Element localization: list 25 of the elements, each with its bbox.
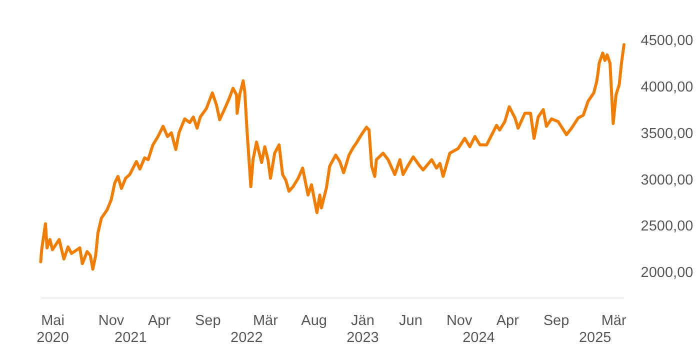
x2-tick-label: 2025 bbox=[578, 330, 612, 346]
x2-tick-label: 2020 bbox=[36, 330, 69, 346]
y-tick-label: 3500,00 bbox=[640, 126, 694, 142]
y-tick-label: 2500,00 bbox=[640, 218, 694, 235]
y-tick-label: 3000,00 bbox=[640, 172, 694, 188]
x-tick-label: Aug bbox=[301, 313, 327, 329]
x-tick-label: Mär bbox=[252, 313, 278, 329]
x-tick-label: Jun bbox=[399, 313, 422, 329]
x-tick-label: Sep bbox=[543, 313, 570, 329]
x2-tick-label: 2023 bbox=[346, 330, 379, 346]
x2-tick-label: 2024 bbox=[462, 330, 495, 346]
y-tick-label: 4000,00 bbox=[640, 79, 694, 96]
y-tick-label: 2000,00 bbox=[640, 265, 694, 282]
x2-tick-label: 2021 bbox=[114, 330, 147, 346]
x-tick-label: Apr bbox=[496, 313, 520, 329]
x-tick-label: Mär bbox=[601, 313, 626, 329]
x-tick-label: Nov bbox=[446, 313, 473, 329]
x-tick-label: Mai bbox=[41, 313, 64, 329]
x-tick-label: Apr bbox=[148, 313, 171, 329]
y-tick-label: 4500,00 bbox=[640, 33, 694, 50]
x-tick-label: Sep bbox=[194, 313, 221, 329]
x-tick-label: Nov bbox=[98, 313, 125, 329]
x-tick-label: Jän bbox=[351, 313, 374, 329]
x2-tick-label: 2022 bbox=[230, 330, 263, 346]
line-series bbox=[39, 43, 626, 271]
